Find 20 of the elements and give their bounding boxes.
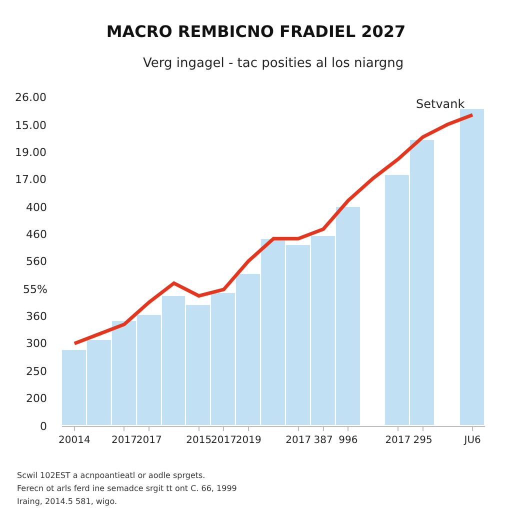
text: 26.00 15.00 19.00 17.00 400 460 560 55% 360 300 250 200 0 [15, 91, 48, 433]
x-tick-label: 387 [314, 435, 333, 446]
text: Iraing, 2014.5 581, wigo. [17, 497, 118, 506]
x-tick-label: 2019 [236, 435, 262, 446]
chart-subtitle: Verg ingagel - tac posities al los niargng [143, 56, 404, 71]
x-tick-label: 996 [338, 435, 358, 446]
x-tick-label: JU6 [463, 435, 481, 446]
x-tick-label: 2017 [136, 435, 162, 446]
x-tick-label: 295 [413, 435, 432, 446]
text: Scwil 102EST a acnpoantieatl or aodle sprgets. [17, 471, 206, 480]
x-tick-label: 2017 [211, 435, 236, 446]
text: Ferecn ot arls ferd ine semadce srgit tt ont C. 66, 1999 [17, 484, 237, 493]
x-tick-label: 2017 [286, 435, 312, 446]
x-tick-label: 2015 [186, 435, 212, 446]
bar [459, 108, 485, 426]
chart-title: MACRO REMBICNO FRADIEL 2027 [106, 22, 406, 41]
series-label: Setvank [416, 97, 465, 111]
x-tick-label: 2017 [385, 435, 411, 446]
x-tick-label: 2017 [111, 435, 137, 446]
x-tick-label: 20014 [58, 435, 90, 446]
